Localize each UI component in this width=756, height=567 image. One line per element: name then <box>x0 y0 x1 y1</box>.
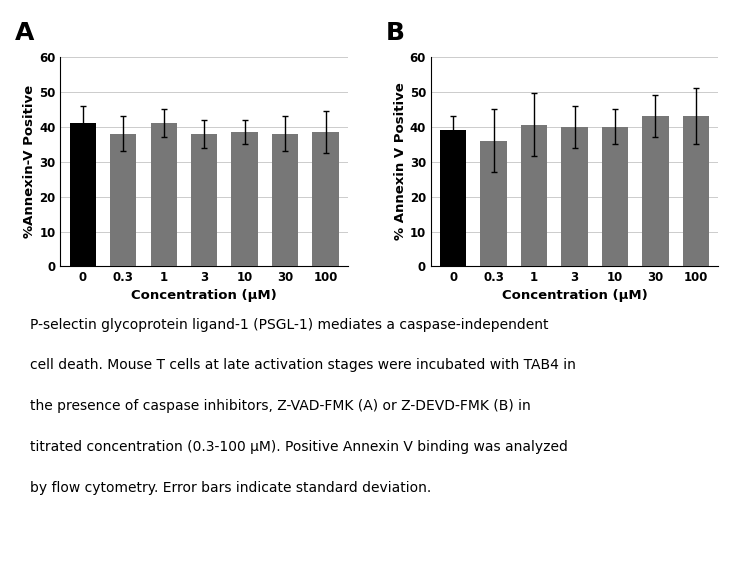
Text: A: A <box>15 22 35 45</box>
Bar <box>110 134 136 266</box>
Text: P-selectin glycoprotein ligand-1 (PSGL-1) mediates a caspase-independent: P-selectin glycoprotein ligand-1 (PSGL-1… <box>30 318 549 332</box>
Text: titrated concentration (0.3-100 μM). Positive Annexin V binding was analyzed: titrated concentration (0.3-100 μM). Pos… <box>30 440 568 454</box>
Y-axis label: %Annexin-V Positive: %Annexin-V Positive <box>23 85 36 238</box>
Text: the presence of caspase inhibitors, Z-VAD-FMK (A) or Z-DEVD-FMK (B) in: the presence of caspase inhibitors, Z-VA… <box>30 399 531 413</box>
Bar <box>70 123 96 266</box>
Text: by flow cytometry. Error bars indicate standard deviation.: by flow cytometry. Error bars indicate s… <box>30 481 432 495</box>
Bar <box>191 134 217 266</box>
Text: B: B <box>386 22 404 45</box>
X-axis label: Concentration (μM): Concentration (μM) <box>132 289 277 302</box>
Bar <box>481 141 507 266</box>
Bar <box>312 132 339 266</box>
Bar <box>272 134 298 266</box>
Bar <box>150 123 177 266</box>
Text: cell death. Mouse T cells at late activation stages were incubated with TAB4 in: cell death. Mouse T cells at late activa… <box>30 358 576 373</box>
Bar <box>643 116 668 266</box>
Bar <box>440 130 466 266</box>
Bar <box>562 126 587 266</box>
Y-axis label: % Annexin V Positive: % Annexin V Positive <box>394 83 407 240</box>
X-axis label: Concentration (μM): Concentration (μM) <box>502 289 647 302</box>
Bar <box>602 126 628 266</box>
Bar <box>683 116 709 266</box>
Bar <box>231 132 258 266</box>
Bar <box>521 125 547 266</box>
